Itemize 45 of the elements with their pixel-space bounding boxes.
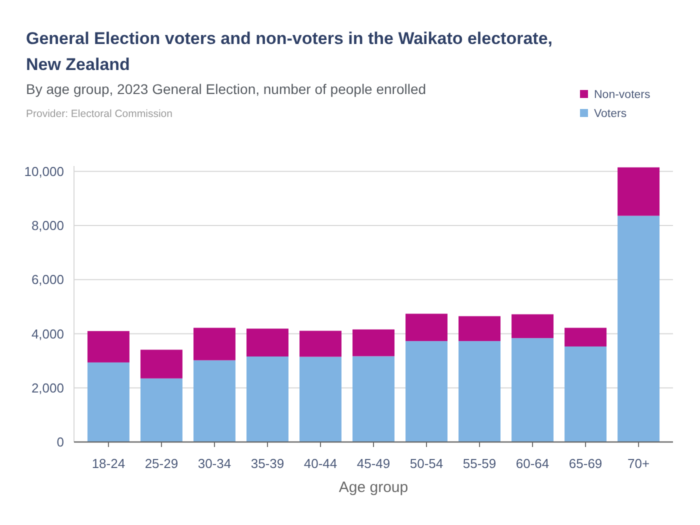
legend-label: Voters	[594, 108, 627, 120]
bar	[246, 328, 288, 356]
bar	[564, 328, 607, 346]
y-tick-label: 0	[56, 434, 64, 450]
y-tick-label: 6,000	[31, 272, 64, 288]
x-tick-label: 55-59	[462, 456, 496, 471]
bar	[512, 338, 554, 442]
bar	[300, 330, 342, 357]
y-tick-label: 8,000	[31, 218, 64, 234]
bar	[87, 362, 130, 442]
bar	[193, 360, 236, 442]
bar	[458, 316, 501, 342]
bar	[140, 378, 182, 442]
bar	[246, 356, 288, 442]
x-tick-label: 40-44	[304, 456, 338, 471]
bar	[140, 350, 182, 378]
x-axis-title: Age group	[338, 479, 408, 496]
bar	[352, 329, 394, 356]
x-tick-label: 30-34	[198, 456, 232, 471]
x-tick-label: 35-39	[250, 456, 284, 471]
x-tick-label: 70+	[628, 456, 650, 471]
x-tick-label: 18-24	[92, 456, 126, 471]
x-tick-label: 25-29	[144, 456, 178, 471]
x-tick-label: 45-49	[356, 456, 390, 471]
legend-label: Non-voters	[594, 89, 650, 101]
bar	[458, 341, 501, 442]
x-tick-label: 65-69	[568, 456, 602, 471]
x-tick-label: 50-54	[410, 456, 444, 471]
y-tick-label: 2,000	[31, 380, 64, 396]
chart-title: General Election voters and non-voters in the Waikato electorate, New Zealand	[26, 29, 553, 74]
bar	[406, 314, 448, 342]
bar	[406, 341, 448, 442]
x-tick-label: 60-64	[516, 456, 550, 471]
bar	[512, 314, 554, 338]
y-tick-label: 10,000	[24, 164, 64, 179]
chart-subtitle: By age group, 2023 General Election, number of people enrolled	[26, 81, 426, 97]
bar	[300, 356, 342, 442]
bar	[618, 167, 660, 216]
y-tick-label: 4,000	[31, 326, 64, 342]
text: Provider: Electoral Commission	[26, 108, 173, 120]
bar	[193, 328, 236, 360]
bar	[564, 346, 607, 442]
bar	[87, 331, 130, 362]
bar	[352, 356, 394, 442]
bar	[618, 216, 660, 442]
